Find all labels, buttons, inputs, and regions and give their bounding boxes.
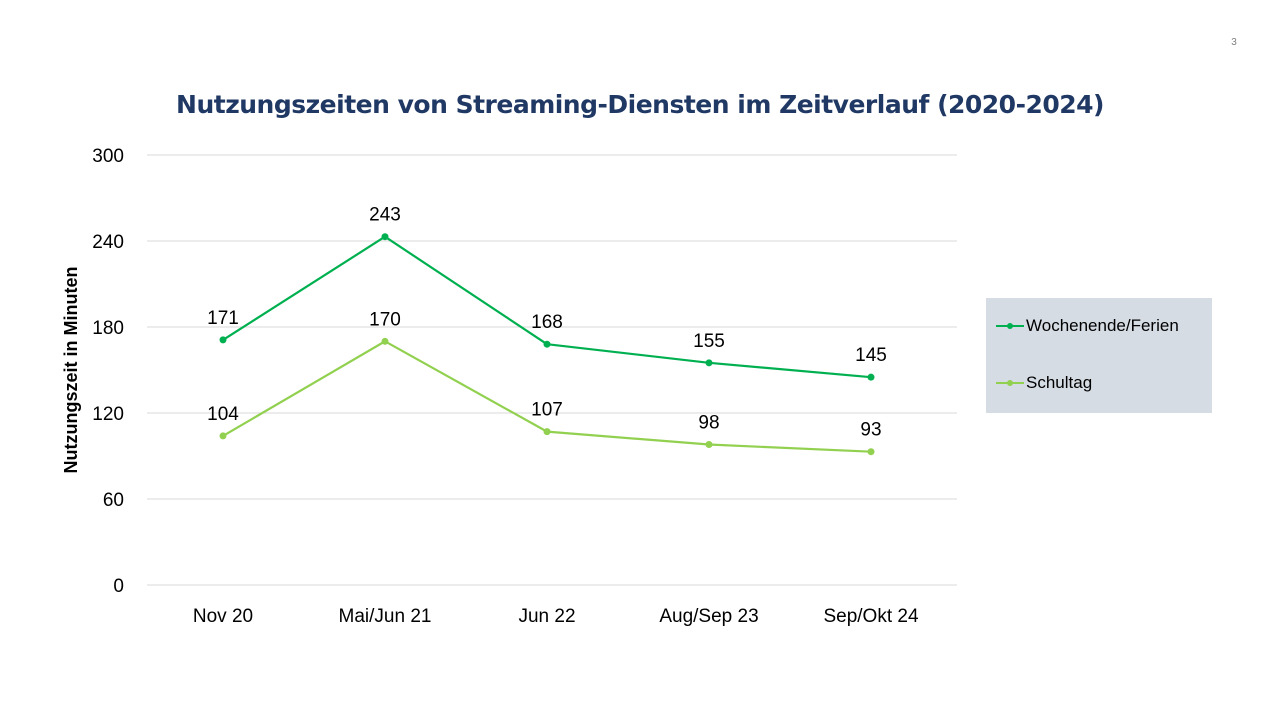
x-tick-label: Mai/Jun 21 [339,606,432,627]
data-label: 243 [369,205,401,226]
data-point [543,340,551,348]
series-wochenende-ferien: 171 243 168 155 145 [207,205,887,381]
data-label: 145 [855,345,887,366]
x-tick-label: Jun 22 [518,606,575,627]
y-tick-label: 60 [103,490,124,511]
data-point [381,233,389,241]
legend-label: Wochenende/Ferien [1026,316,1179,335]
y-tick-label: 240 [92,232,124,253]
data-point [867,373,875,381]
data-point [543,428,551,436]
data-point [705,359,713,367]
series-group: 171 243 168 155 145 104 170 107 98 93 [207,205,887,456]
data-label: 155 [693,331,725,352]
data-label: 104 [207,404,239,425]
legend-item-wochenende: Wochenende/Ferien [996,316,1179,336]
y-tick-label: 300 [92,146,124,167]
data-point [219,336,227,344]
data-point [381,337,389,345]
data-point [219,432,227,440]
data-label: 107 [531,400,563,421]
x-tick-label: Nov 20 [193,606,253,627]
chart-title: Nutzungszeiten von Streaming-Diensten im… [176,90,1104,119]
y-axis-title: Nutzungszeit in Minuten [61,267,81,474]
data-point [705,441,713,449]
data-label: 168 [531,312,563,333]
gridlines [147,154,957,586]
y-axis-ticks: 0 60 120 180 240 300 [92,146,124,597]
x-tick-label: Aug/Sep 23 [659,606,758,627]
legend: Wochenende/Ferien Schultag [986,298,1212,413]
y-tick-label: 180 [92,318,124,339]
data-label: 98 [698,413,719,434]
data-point [867,448,875,456]
series-line [222,235,872,379]
x-tick-label: Sep/Okt 24 [823,606,918,627]
data-label: 170 [369,309,401,330]
data-label: 171 [207,308,239,329]
legend-item-schultag: Schultag [996,373,1092,393]
legend-marker-icon [996,378,1024,388]
x-axis-ticks: Nov 20 Mai/Jun 21 Jun 22 Aug/Sep 23 Sep/Okt … [193,606,919,627]
slide-number: 3 [1231,37,1237,48]
y-tick-label: 120 [92,404,124,425]
y-tick-label: 0 [113,576,124,597]
series-line [222,340,872,453]
legend-marker-icon [996,321,1024,331]
data-label: 93 [860,420,881,441]
legend-label: Schultag [1026,373,1093,392]
series-schultag: 104 170 107 98 93 [207,309,882,456]
